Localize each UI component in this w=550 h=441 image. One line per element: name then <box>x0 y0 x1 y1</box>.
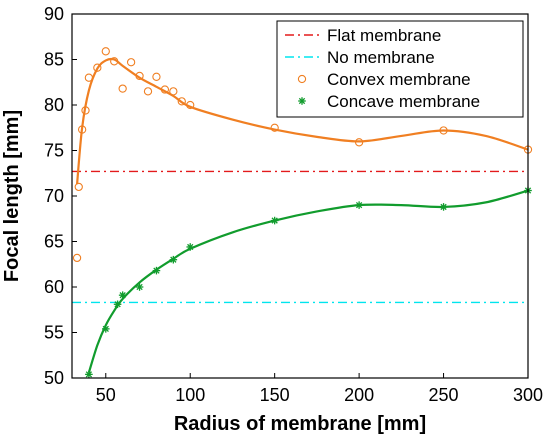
legend-label-concave-membrane: Concave membrane <box>327 92 480 111</box>
asterisk-stroke <box>170 256 177 263</box>
asterisk-stroke <box>114 301 121 308</box>
x-tick-label: 50 <box>96 385 116 405</box>
convex-membrane-fit-curve <box>75 57 529 185</box>
y-tick-label: 65 <box>44 232 64 252</box>
asterisk-stroke <box>440 203 447 211</box>
x-tick-label: 300 <box>513 385 543 405</box>
y-tick-label: 90 <box>44 4 64 24</box>
y-axis-title: Focal length [mm] <box>1 110 23 282</box>
concave-membrane-point <box>85 370 93 379</box>
y-tick-label: 85 <box>44 50 64 70</box>
concave-membrane-point <box>355 201 363 209</box>
legend-label-no-membrane: No membrane <box>327 48 435 67</box>
convex-membrane-point <box>160 85 170 94</box>
asterisk-stroke <box>136 283 143 291</box>
asterisk-stroke <box>119 292 126 299</box>
asterisk-stroke <box>271 217 278 224</box>
x-axis-title: Radius of membrane [mm] <box>174 413 426 435</box>
concave-membrane-point <box>169 255 178 264</box>
legend: Flat membrane No membrane Convex membrane C… <box>276 20 524 118</box>
concave-membrane-point <box>439 203 448 211</box>
legend-box <box>276 20 524 118</box>
convex-membrane-point <box>169 87 178 96</box>
x-tick-label: 200 <box>344 385 374 405</box>
convex-membrane-point <box>135 71 144 81</box>
convex-membrane-point <box>110 57 119 66</box>
convex-membrane-point <box>93 63 102 72</box>
convex-membrane-point <box>84 73 94 82</box>
x-tick-label: 100 <box>175 385 205 405</box>
asterisk-stroke <box>153 267 160 274</box>
asterisk-stroke <box>298 97 306 105</box>
convex-membrane-point <box>270 123 279 132</box>
concave-membrane-point <box>118 291 127 299</box>
convex-membrane-point <box>143 87 153 96</box>
asterisk-stroke <box>187 243 194 251</box>
y-tick-label: 55 <box>44 323 64 343</box>
convex-membrane-point <box>186 100 195 110</box>
concave-membrane-point <box>152 266 161 275</box>
convex-membrane-point <box>177 97 186 106</box>
x-tick-label: 150 <box>260 385 290 405</box>
concave-membrane-point <box>135 283 144 291</box>
convex-membrane-point <box>118 84 127 93</box>
convex-membrane-point <box>152 72 161 81</box>
legend-label-flat-membrane: Flat membrane <box>327 26 441 45</box>
convex-membrane-point <box>74 182 83 192</box>
x-tick-label: 250 <box>429 385 459 405</box>
y-tick-label: 60 <box>44 277 64 297</box>
convex-membrane-point <box>354 138 364 147</box>
asterisk-stroke <box>355 201 363 209</box>
plot-frame <box>71 13 529 379</box>
convex-membrane-point <box>81 106 90 115</box>
y-tick-label: 50 <box>44 368 64 388</box>
convex-membrane-point <box>72 253 82 263</box>
y-tick-label: 70 <box>44 186 64 206</box>
concave-membrane-point <box>186 243 195 251</box>
asterisk-stroke <box>85 371 93 378</box>
y-tick-label: 75 <box>44 141 64 161</box>
concave-membrane-point <box>113 300 122 309</box>
convex-membrane-point <box>77 125 87 134</box>
reference-lines <box>72 170 528 304</box>
y-tick-label: 80 <box>44 95 64 115</box>
tick-layer: 50 100 150 200 250 300 50 55 60 65 70 75 80 85 90 <box>44 4 543 405</box>
concave-membrane-point <box>270 216 279 225</box>
asterisk-stroke <box>102 325 109 333</box>
convex-membrane-point <box>439 126 448 135</box>
legend-swatch-convex-membrane <box>297 74 307 84</box>
convex-membrane-point <box>126 58 136 67</box>
convex-membrane-point <box>101 47 110 56</box>
concave-membrane-point <box>101 325 110 333</box>
legend-swatch-concave-membrane <box>298 97 306 105</box>
legend-label-convex-membrane: Convex membrane <box>327 70 471 89</box>
